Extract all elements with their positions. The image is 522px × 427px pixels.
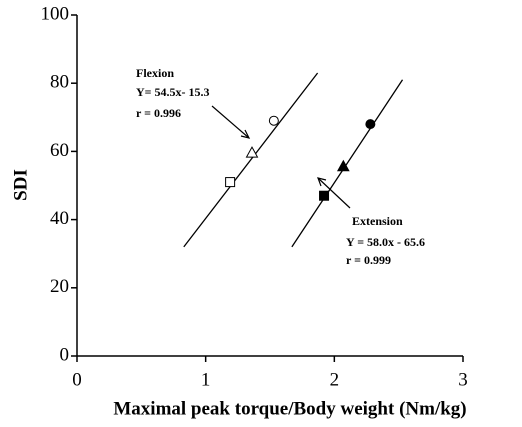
fit-line: [291, 79, 404, 248]
annotation: Flexion: [136, 66, 174, 80]
arrow-head: [240, 129, 251, 139]
y-tick-label: 60: [50, 140, 69, 161]
arrows: [211, 105, 351, 209]
arrow: [317, 177, 351, 209]
annotation: r = 0.999: [346, 253, 391, 267]
annotation: r = 0.996: [136, 106, 181, 120]
x-tick-label: 2: [330, 369, 340, 390]
annotation: Extension: [352, 214, 403, 228]
y-tick-label: 80: [50, 72, 69, 93]
x-tick-label: 3: [458, 369, 468, 390]
y-tick-label: 20: [50, 276, 69, 297]
y-tick-label: 40: [50, 208, 69, 229]
point: [225, 177, 236, 188]
annotation: Y = 58.0x - 65.6: [346, 235, 425, 249]
point: [245, 146, 259, 158]
arrow-head: [317, 177, 327, 187]
point: [268, 115, 279, 126]
x-tick-label: 0: [72, 369, 82, 390]
x-axis-title: Maximal peak torque/Body weight (Nm/kg): [113, 398, 466, 419]
y-axis-title: SDI: [10, 169, 31, 201]
point: [319, 190, 330, 201]
fit-line: [183, 72, 319, 248]
arrow: [211, 105, 250, 139]
point: [336, 159, 350, 172]
y-tick-label: 0: [60, 344, 70, 365]
x-tick-label: 1: [201, 369, 211, 390]
point: [365, 119, 376, 130]
y-tick-label: 100: [41, 3, 70, 24]
annotation: Y= 54.5x- 15.3: [136, 85, 210, 99]
